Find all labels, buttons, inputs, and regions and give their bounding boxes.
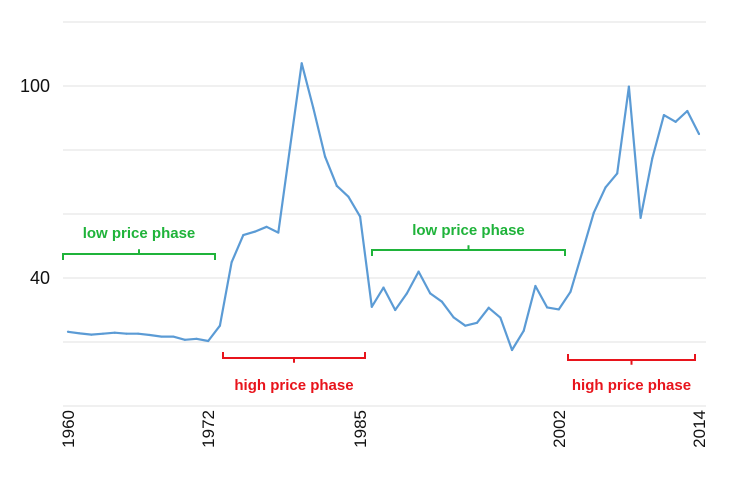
data-point xyxy=(651,157,654,160)
data-point xyxy=(253,230,257,233)
data-point xyxy=(207,339,210,343)
data-point xyxy=(592,211,595,214)
data-point xyxy=(288,146,292,149)
phase-label: low price phase xyxy=(83,225,196,242)
data-point xyxy=(160,335,163,338)
data-point xyxy=(405,292,408,295)
bracket-line xyxy=(62,249,216,260)
data-point xyxy=(394,308,397,312)
data-point xyxy=(265,225,268,228)
data-point xyxy=(604,186,607,189)
price-line xyxy=(67,62,700,352)
data-point xyxy=(686,109,689,113)
x-tick-label: 1985 xyxy=(351,410,370,448)
data-point xyxy=(522,329,525,332)
data-point xyxy=(323,155,327,158)
data-point xyxy=(545,306,549,309)
gridlines xyxy=(63,21,706,407)
data-point xyxy=(347,195,350,198)
data-point xyxy=(66,330,70,333)
data-point xyxy=(277,231,280,234)
y-tick-label: 40 xyxy=(30,268,50,288)
bracket-line xyxy=(222,352,366,363)
phase-label: high price phase xyxy=(572,377,691,394)
data-point xyxy=(230,261,233,264)
phase-bracket: high price phase xyxy=(567,354,696,394)
data-point xyxy=(382,286,385,289)
data-point xyxy=(90,333,93,336)
data-point xyxy=(534,284,537,288)
data-point xyxy=(662,114,666,117)
data-point xyxy=(452,316,455,319)
data-point xyxy=(464,324,467,327)
x-axis-ticks: 1960 1972 1985 2002 2014 xyxy=(59,410,709,448)
phase-annotations: low price phase high price phase low price… xyxy=(62,222,696,394)
y-tick-label: 100 xyxy=(20,76,50,96)
data-point xyxy=(218,324,222,327)
x-tick-label: 1972 xyxy=(199,410,218,448)
data-point xyxy=(569,290,572,293)
data-point xyxy=(148,333,151,337)
data-point xyxy=(172,335,175,338)
data-point xyxy=(137,332,140,335)
data-point xyxy=(429,292,432,295)
phase-label: high price phase xyxy=(234,377,353,394)
data-point xyxy=(674,120,677,123)
x-tick-label: 2002 xyxy=(550,410,569,448)
data-point xyxy=(639,216,642,219)
x-tick-label: 1960 xyxy=(59,410,78,448)
data-point xyxy=(370,305,373,308)
data-point xyxy=(475,321,479,324)
phase-label: low price phase xyxy=(412,222,525,239)
data-point xyxy=(697,132,701,136)
data-point xyxy=(510,348,514,352)
series xyxy=(66,62,701,352)
data-point xyxy=(359,215,362,218)
phase-bracket: high price phase xyxy=(222,352,366,394)
data-point xyxy=(627,85,630,88)
x-tick-label: 2014 xyxy=(690,410,709,448)
data-point xyxy=(113,331,116,334)
data-point xyxy=(312,107,315,110)
data-point xyxy=(242,234,245,237)
data-point xyxy=(581,251,584,254)
data-point xyxy=(335,184,338,187)
data-point xyxy=(101,332,105,335)
phase-bracket: low price phase xyxy=(371,222,566,256)
data-point xyxy=(125,332,128,335)
bracket-line xyxy=(567,354,696,365)
data-point xyxy=(440,300,444,303)
bracket-line xyxy=(371,245,566,256)
data-point xyxy=(183,338,186,341)
data-point xyxy=(487,306,490,309)
data-point xyxy=(616,172,619,175)
phase-bracket: low price phase xyxy=(62,225,216,260)
data-point xyxy=(78,332,81,335)
y-axis-ticks: 40 100 xyxy=(20,76,50,288)
data-point xyxy=(557,308,560,311)
data-point xyxy=(417,270,420,273)
data-point xyxy=(499,316,502,319)
data-point xyxy=(300,62,303,65)
data-point xyxy=(195,337,198,340)
